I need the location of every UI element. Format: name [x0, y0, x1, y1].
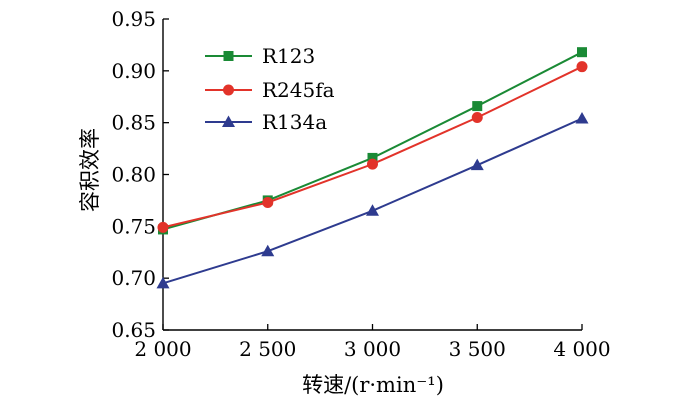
legend: R123 R245fa R134a: [205, 44, 335, 134]
y-tick-label: 0.95: [111, 7, 156, 31]
y-tick-label: 0.70: [111, 266, 156, 290]
data-point-r245fa: [367, 158, 378, 170]
series-line-r134a: [162, 117, 583, 285]
data-point-r134a: [470, 158, 484, 171]
data-point-r134a: [261, 244, 275, 257]
x-tick-label: 2 500: [239, 337, 296, 361]
x-tick-label: 3 000: [344, 337, 401, 361]
y-tick-label: 0.90: [111, 59, 156, 83]
data-point-r123: [367, 152, 378, 163]
legend-entry-r245fa: R245fa: [205, 78, 335, 102]
series-r245fa: [157, 61, 588, 233]
data-point-r134a: [156, 276, 170, 289]
legend-label-r123: R123: [262, 44, 315, 68]
legend-entry-r134a: R134a: [205, 110, 327, 134]
legend-label-r245fa: R245fa: [262, 78, 335, 102]
y-tick-label: 0.85: [111, 111, 156, 135]
data-point-r245fa: [576, 61, 588, 73]
data-point-r245fa: [471, 111, 483, 123]
x-tick-label: 4 000: [553, 337, 610, 361]
x-tick-label: 3 500: [449, 337, 506, 361]
y-tick-label: 0.75: [111, 214, 156, 238]
data-point-r134a: [366, 204, 379, 216]
series-line-r123: [162, 51, 583, 231]
legend-marker-r245fa: [223, 84, 234, 96]
legend-label-r134a: R134a: [262, 110, 327, 134]
series-layer: [156, 47, 589, 289]
legend-entry-r123: R123: [205, 44, 315, 68]
legend-marker-r134a: [222, 115, 235, 127]
y-tick-label: 0.80: [111, 163, 156, 187]
data-point-r123: [472, 101, 483, 112]
x-axis-title: 转速/(r·min⁻¹): [302, 373, 444, 397]
y-tick-label: 0.65: [111, 318, 156, 342]
data-point-r245fa: [262, 196, 274, 208]
legend-marker-r123: [223, 51, 234, 61]
axes: 0.65 0.70 0.75 0.80 0.85 0.90 0.95 2 000 2 500 3 …: [111, 7, 610, 361]
data-point-r245fa: [157, 221, 169, 233]
series-r134a: [156, 112, 589, 289]
data-point-r123: [577, 47, 587, 58]
x-tick-label: 2 000: [134, 337, 191, 361]
data-point-r134a: [575, 112, 589, 124]
y-axis-title: 容积效率: [78, 128, 102, 212]
